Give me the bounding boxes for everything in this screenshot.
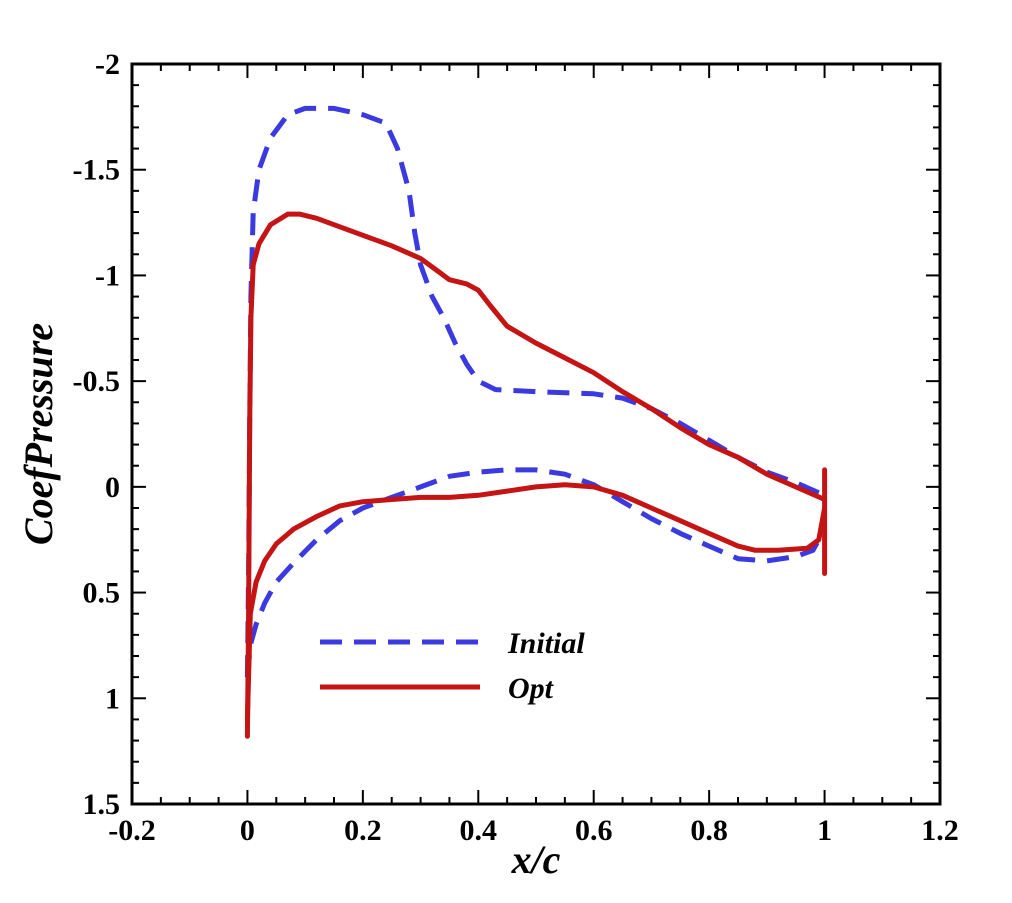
x-tick-label: 0 [240, 814, 255, 847]
x-tick-label: 1.2 [921, 814, 959, 847]
series-line-initial [244, 467, 827, 678]
series-line-initial [244, 105, 826, 678]
y-tick-label: 1 [105, 682, 120, 715]
y-tick-label: 1.5 [83, 788, 121, 821]
x-axis-title: x/c [511, 837, 561, 882]
legend: Initial Opt [320, 627, 585, 705]
y-tick-label: 0 [105, 471, 120, 504]
x-tick-label: 0.8 [690, 814, 728, 847]
y-tick-label: -2 [95, 48, 120, 81]
x-tick-label: 1 [817, 814, 832, 847]
x-tick-label: 0.2 [344, 814, 382, 847]
y-tick-label: -1.5 [73, 154, 121, 187]
ticks-layer [131, 63, 941, 805]
series-line-opt [244, 211, 828, 739]
x-tick-label: -0.2 [108, 814, 156, 847]
legend-label-initial: Initial [507, 627, 585, 660]
series-line-opt [244, 482, 828, 722]
legend-label-opt: Opt [508, 672, 555, 705]
y-axis-title: CoefPressure [16, 323, 61, 545]
x-tick-label: 0.6 [575, 814, 613, 847]
series-layer [244, 105, 828, 739]
tick-labels-layer: -0.2 0 0.2 0.4 0.6 0.8 1 1.2 -2 -1.5 -1 -0.5 0 0.5 1 1.… [73, 48, 959, 847]
y-tick-label: -1 [95, 259, 120, 292]
y-tick-label: -0.5 [73, 365, 121, 398]
y-tick-label: 0.5 [83, 577, 121, 610]
x-tick-label: 0.4 [460, 814, 498, 847]
